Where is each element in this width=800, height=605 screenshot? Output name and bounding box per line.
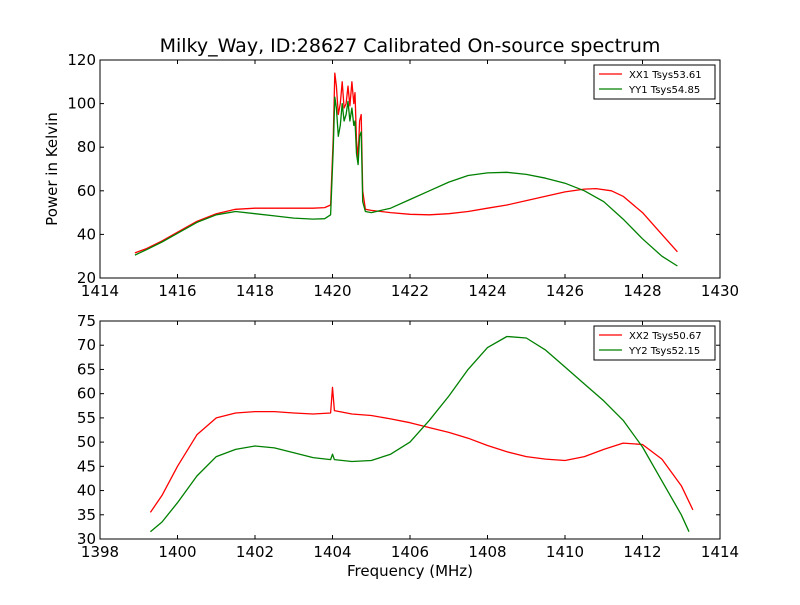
x-tick-label: 1412 (623, 543, 661, 561)
y-tick-label: 40 (77, 482, 96, 500)
y-tick-label: 120 (67, 51, 96, 69)
series-line-1-2 (134, 96, 678, 267)
x-tick-label: 1430 (701, 282, 739, 300)
y-tick-label: 20 (77, 269, 96, 287)
y-tick-label: 100 (67, 95, 96, 113)
legend-label: YY1 Tsys54.85 (628, 85, 700, 96)
x-tick-label: 1414 (701, 543, 739, 561)
bottom-x-axis-label: Frequency (MHz) (347, 562, 473, 580)
x-tick-label: 1424 (468, 282, 506, 300)
x-tick-label: 1426 (546, 282, 584, 300)
x-tick-label: 1420 (313, 282, 351, 300)
y-tick-label: 60 (77, 385, 96, 403)
x-tick-label: 1428 (623, 282, 661, 300)
x-tick-label: 1406 (391, 543, 429, 561)
y-tick-label: 70 (77, 336, 96, 354)
x-tick-label: 1422 (391, 282, 429, 300)
legend-label: XX1 Tsys53.61 (629, 70, 702, 81)
y-tick-label: 65 (77, 360, 96, 378)
y-tick-label: 45 (77, 457, 96, 475)
x-tick-label: 1398 (81, 543, 119, 561)
legend: XX2 Tsys50.67 YY2 Tsys52.15 (593, 325, 716, 361)
legend-label: YY2 Tsys52.15 (628, 346, 700, 357)
y-tick-label: 60 (77, 182, 96, 200)
x-tick-label: 1404 (313, 543, 351, 561)
y-tick-label: 40 (77, 225, 96, 243)
series-line-2-2 (149, 335, 690, 533)
top-y-axis-label: Power in Kelvin (43, 112, 61, 226)
x-tick-label: 1402 (236, 543, 274, 561)
x-tick-label: 1416 (158, 282, 196, 300)
y-tick-label: 35 (77, 506, 96, 524)
y-tick-label: 50 (77, 433, 96, 451)
y-tick-label: 55 (77, 409, 96, 427)
figure-title: Milky_Way, ID:28627 Calibrated On-source… (160, 35, 661, 57)
legend-label: XX2 Tsys50.67 (629, 331, 702, 342)
panel-1: 1414 1416 1418 1420 1422 1424 1426 1428 1430 20 40… (67, 51, 739, 300)
legend-box (593, 64, 716, 100)
panel-2: 1398 1400 1402 1404 1406 1408 1410 1412 1414 30 35… (77, 312, 739, 561)
x-tick-label: 1400 (158, 543, 196, 561)
y-tick-label: 30 (77, 530, 96, 548)
x-tick-label: 1410 (546, 543, 584, 561)
legend: XX1 Tsys53.61 YY1 Tsys54.85 (593, 64, 716, 100)
y-tick-label: 80 (77, 138, 96, 156)
series-line-1-1 (134, 72, 678, 254)
x-tick-label: 1408 (468, 543, 506, 561)
legend-box (593, 325, 716, 361)
series-line-2-1 (149, 386, 694, 513)
x-tick-label: 1418 (236, 282, 274, 300)
y-tick-label: 75 (77, 312, 96, 330)
x-tick-label: 1414 (81, 282, 119, 300)
